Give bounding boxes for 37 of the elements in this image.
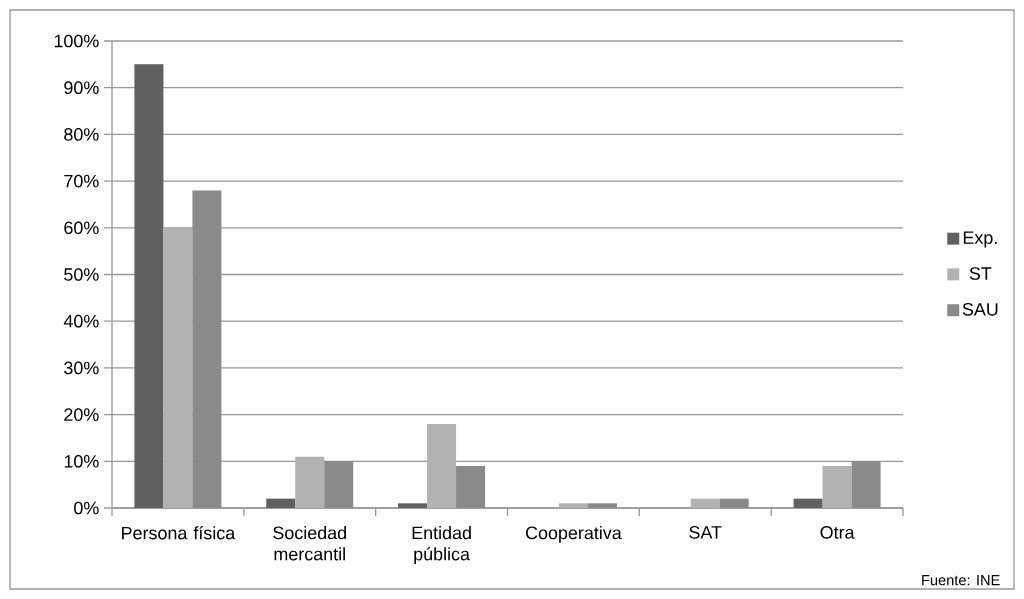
- legend-label: SAU: [962, 302, 998, 316]
- bar: [398, 503, 428, 508]
- bar: [851, 461, 881, 508]
- y-tick-label: 10%: [64, 454, 99, 468]
- x-tick-label: Persona física: [122, 526, 236, 540]
- y-tick-label: 90%: [64, 81, 99, 95]
- bar: [163, 227, 193, 508]
- bar: [324, 461, 354, 508]
- y-tick-label: 80%: [64, 128, 99, 141]
- bar: [192, 190, 222, 508]
- bar: [134, 64, 164, 508]
- x-tick-label: Entidad pública: [412, 526, 471, 564]
- bar: [587, 503, 617, 508]
- x-tick-label: SAT: [689, 526, 722, 539]
- y-tick-label: 50%: [64, 268, 99, 281]
- x-tick-label: Otra: [820, 526, 855, 539]
- bar: [295, 456, 325, 508]
- y-tick-label: 30%: [64, 361, 99, 375]
- x-tick-label: Sociedad mercantil: [273, 526, 346, 561]
- bar: [822, 465, 852, 508]
- y-tick-label: 60%: [64, 221, 99, 235]
- x-tick-label: Cooperativa: [525, 526, 622, 543]
- bar: [719, 498, 749, 508]
- y-tick-label: 20%: [64, 408, 99, 421]
- bar: [456, 465, 486, 508]
- bar: [266, 498, 296, 508]
- bar: [690, 498, 720, 508]
- bar: [427, 423, 457, 508]
- bar: [558, 503, 588, 508]
- legend-label: ST: [969, 267, 992, 280]
- source-note: Fuente: INE: [922, 575, 1000, 586]
- bar: [793, 498, 823, 508]
- y-tick-label: 40%: [63, 314, 99, 328]
- legend-label: Exp.: [963, 231, 997, 248]
- y-tick-label: 100%: [54, 34, 99, 48]
- y-tick-label: 0%: [74, 501, 99, 515]
- y-tick-label: 70%: [64, 174, 99, 188]
